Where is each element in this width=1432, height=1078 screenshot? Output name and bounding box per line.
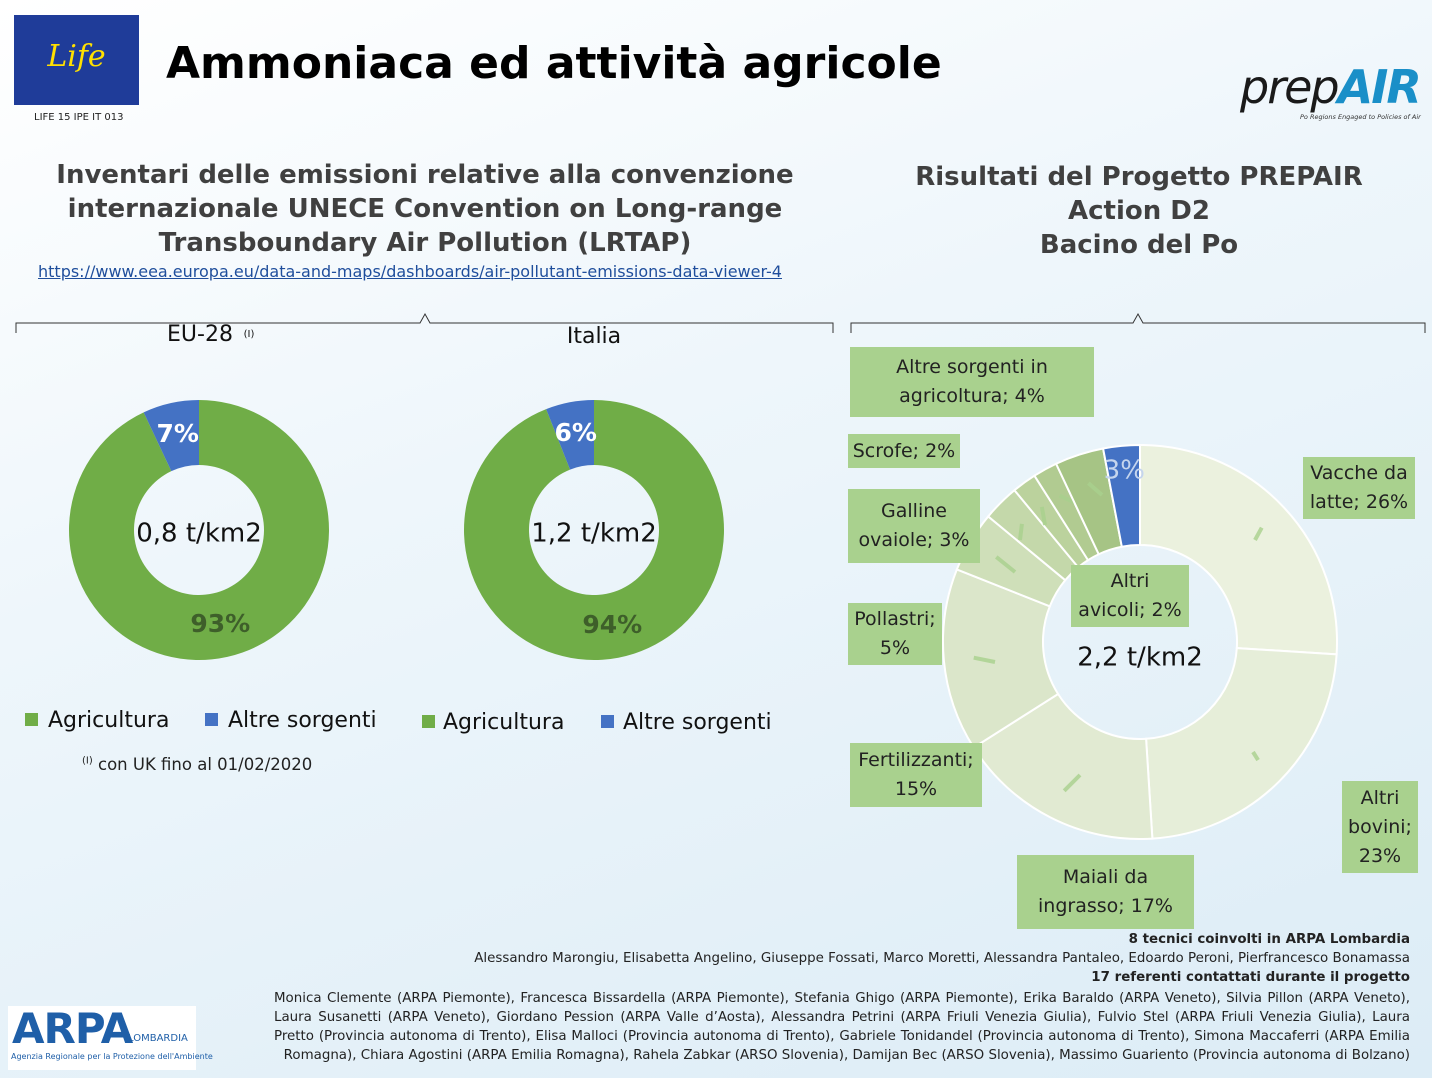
legend-swatch: [205, 713, 218, 726]
data-label: 3%: [1104, 455, 1145, 485]
leader-line: [1253, 526, 1264, 541]
brace: [850, 312, 1426, 333]
chart-title: EU-28: [167, 322, 233, 347]
credits-title: 8 tecnici coinvolti in ARPA Lombardia: [1128, 932, 1410, 947]
life-logo: Life: [47, 39, 106, 74]
prepair-logo-b: AIR: [1337, 60, 1422, 114]
right-heading-line: Risultati del Progetto PREPAIR: [915, 162, 1363, 192]
data-label: Vacche da latte; 26%: [1303, 457, 1415, 519]
center-label: 0,8 t/km2: [136, 519, 262, 549]
data-label: Fertilizzanti; 15%: [850, 743, 982, 807]
leader-line: [1251, 750, 1260, 762]
data-label: 6%: [555, 418, 597, 447]
chart-title: Italia: [567, 324, 621, 349]
legend-label: Altre sorgenti: [623, 710, 772, 735]
leader-line: [1039, 506, 1047, 526]
credits-names: Alessandro Marongiu, Elisabetta Angelino…: [474, 951, 1410, 966]
arpa-region: LOMBARDIA: [128, 1033, 188, 1044]
legend-swatch: [25, 713, 38, 726]
data-label: 94%: [582, 610, 642, 639]
data-label: Galline ovaiole; 3%: [848, 489, 980, 563]
leader-line: [995, 555, 1017, 574]
chart-title-note: (I): [244, 329, 255, 340]
right-heading: Risultati del Progetto PREPAIR Action D2…: [880, 160, 1398, 262]
footnote-mark: (I): [82, 755, 93, 767]
donut-slice: [69, 400, 330, 660]
credits-title: 17 referenti contattati durante il proge…: [1091, 970, 1410, 985]
legend-label: Altre sorgenti: [228, 708, 377, 733]
data-label: Altri bovini; 23%: [1342, 781, 1418, 873]
data-label: 93%: [190, 609, 250, 638]
leader-line: [1062, 773, 1082, 793]
data-label: Altre sorgenti in agricoltura; 4%: [850, 347, 1094, 417]
donut-slice: [546, 400, 594, 470]
eu-flag: Life: [14, 15, 139, 105]
arpa-full-name: Agenzia Regionale per la Protezione dell…: [11, 1052, 213, 1061]
arpa-logo: ARPA LOMBARDIA Agenzia Regionale per la …: [8, 1004, 213, 1070]
center-label: 1,2 t/km2: [531, 519, 657, 549]
data-label: Pollastri; 5%: [848, 603, 942, 665]
page-title: Ammoniaca ed attività agricole: [166, 38, 942, 89]
prepair-logo-a: prep: [1240, 60, 1340, 114]
donut-slice: [1139, 443, 1338, 656]
data-label: Altri avicoli; 2%: [1071, 565, 1189, 627]
leader-line: [1087, 481, 1104, 497]
legend-swatch: [601, 715, 614, 728]
life-code: LIFE 15 IPE IT 013: [34, 112, 124, 123]
donut-slice: [1101, 443, 1141, 548]
brace: [15, 312, 834, 333]
arpa-name: ARPA: [12, 1004, 133, 1053]
source-link[interactable]: https://www.eea.europa.eu/data-and-maps/…: [38, 262, 782, 281]
footnote-text: con UK fino al 01/02/2020: [98, 755, 313, 774]
data-label: 7%: [157, 419, 199, 448]
legend-swatch: [422, 715, 435, 728]
donut-slice: [1145, 647, 1338, 840]
donut-slice: [143, 400, 199, 472]
leader-line: [1018, 523, 1024, 541]
right-heading-line: Bacino del Po: [1039, 230, 1239, 260]
data-label: Maiali da ingrasso; 17%: [1017, 855, 1194, 929]
legend-label: Agricultura: [443, 710, 564, 735]
center-label: 2,2 t/km2: [1077, 643, 1203, 673]
right-heading-line: Action D2: [1068, 196, 1210, 226]
prepair-logo: prepAIR: [1240, 60, 1422, 114]
legend-label: Agricultura: [48, 708, 169, 733]
footnote: (I) con UK fino al 01/02/2020: [82, 755, 312, 774]
credits-names: Monica Clemente (ARPA Piemonte), Frances…: [274, 991, 1410, 1063]
leader-line: [973, 655, 996, 664]
donut-slice: [463, 400, 724, 660]
left-heading: Inventari delle emissioni relative alla …: [56, 160, 794, 258]
prepair-tagline: Po Regions Engaged to Policies of Air: [1300, 113, 1421, 121]
data-label: Scrofe; 2%: [848, 434, 960, 468]
